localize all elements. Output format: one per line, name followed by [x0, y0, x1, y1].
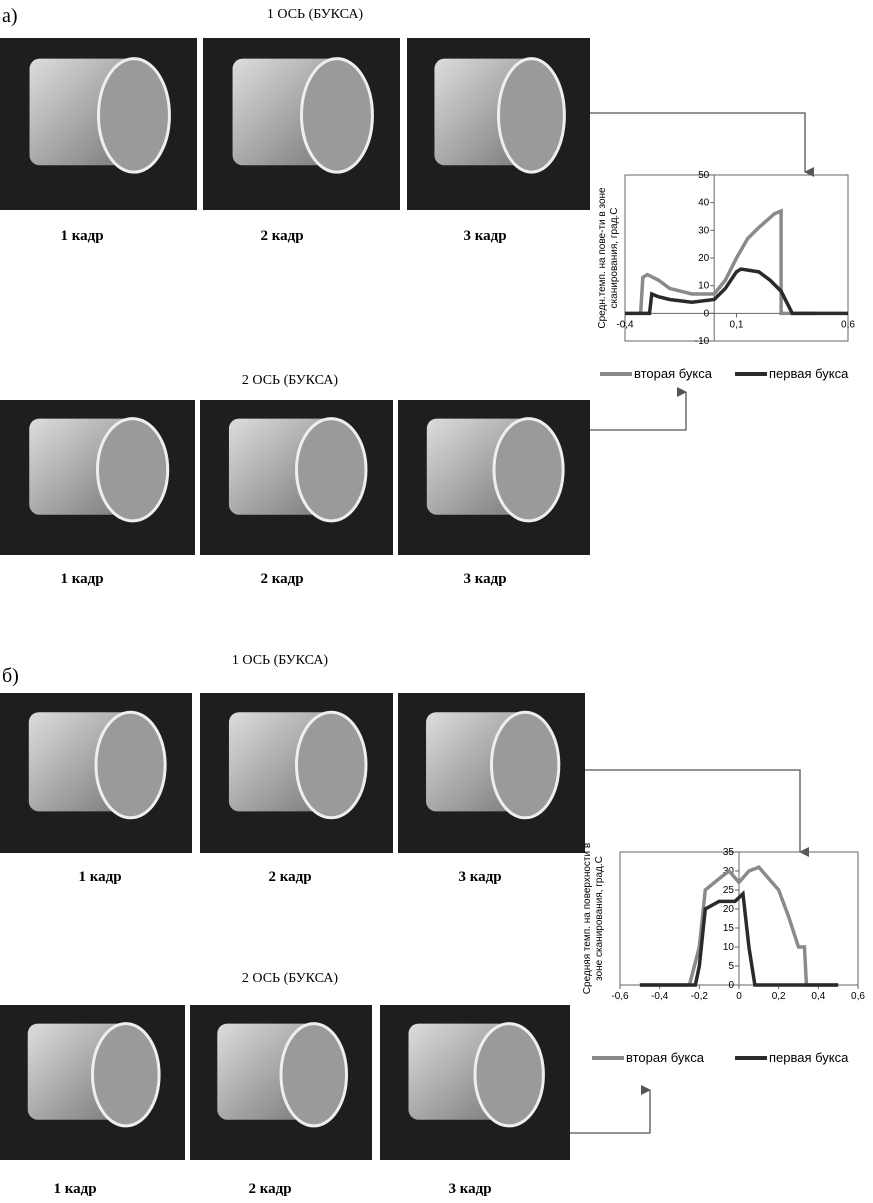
- photo-part: [281, 1024, 347, 1126]
- y-tick-label: -10: [695, 336, 710, 347]
- y-tick-label: 50: [698, 170, 710, 181]
- y-tick-label: 20: [723, 904, 735, 915]
- y-tick-label: 20: [698, 253, 710, 264]
- caption: 3 кадр: [463, 228, 506, 244]
- panel-label: б): [2, 665, 19, 687]
- row-title: 2 ОСЬ (БУКСА): [242, 971, 339, 986]
- y-tick-label: 10: [698, 281, 710, 292]
- y-axis-label: Средн.темп. на пове-ти в зоне: [597, 187, 608, 329]
- x-tick-label: 0,2: [772, 991, 786, 1002]
- legend-label: первая букса: [769, 366, 849, 381]
- x-tick-label: 0: [736, 991, 742, 1002]
- x-tick-label: -0,4: [651, 991, 669, 1002]
- y-tick-label: 35: [723, 847, 735, 858]
- photo-part: [99, 59, 170, 173]
- y-tick-label: 30: [698, 225, 710, 236]
- caption: 2 кадр: [268, 869, 311, 885]
- photo-part: [499, 59, 565, 173]
- page: а) 1 ОСЬ (БУКСА) 1 кадр 2 кадр 3 кадр 2 ОСЬ (…: [0, 0, 873, 1203]
- y-tick-label: 0: [704, 308, 710, 319]
- caption: 2 кадр: [248, 1181, 291, 1197]
- series-line: [625, 269, 848, 313]
- row-title: 1 ОСЬ (БУКСА): [267, 7, 364, 22]
- y-tick-label: 5: [728, 961, 734, 972]
- photo-part: [491, 712, 558, 818]
- y-axis-label: Средняя темп. на поверхности в: [582, 843, 593, 994]
- caption: 2 кадр: [260, 228, 303, 244]
- y-tick-label: 15: [723, 923, 735, 934]
- caption: 3 кадр: [448, 1181, 491, 1197]
- caption: 1 кадр: [60, 228, 103, 244]
- caption: 1 кадр: [60, 571, 103, 587]
- x-tick-label: 0,4: [811, 991, 825, 1002]
- y-tick-label: 25: [723, 885, 735, 896]
- y-axis-label: зоне сканирования, град.С: [594, 856, 605, 981]
- x-tick-label: 0,1: [730, 319, 744, 330]
- caption: 1 кадр: [78, 869, 121, 885]
- photo-part: [297, 712, 366, 818]
- row-title: 2 ОСЬ (БУКСА): [242, 373, 339, 388]
- y-axis-label: сканирования, град.С: [609, 208, 620, 309]
- caption: 3 кадр: [463, 571, 506, 587]
- row-title: 1 ОСЬ (БУКСА): [232, 653, 329, 668]
- legend-label: первая букса: [769, 1050, 849, 1065]
- caption: 2 кадр: [260, 571, 303, 587]
- photo-part: [494, 419, 563, 521]
- x-tick-label: 0,6: [851, 991, 865, 1002]
- photo-part: [302, 59, 373, 173]
- photo-part: [475, 1024, 543, 1126]
- legend-label: вторая букса: [634, 366, 713, 381]
- y-tick-label: 10: [723, 942, 735, 953]
- caption: 1 кадр: [53, 1181, 96, 1197]
- x-tick-label: 0,6: [841, 319, 855, 330]
- x-tick-label: -0,4: [616, 319, 634, 330]
- x-tick-label: -0,2: [691, 991, 709, 1002]
- legend-label: вторая букса: [626, 1050, 705, 1065]
- photo-part: [297, 419, 366, 521]
- y-tick-label: 0: [728, 980, 734, 991]
- photo-part: [93, 1024, 160, 1126]
- photo-part: [96, 712, 165, 818]
- photo-part: [98, 419, 168, 521]
- x-tick-label: -0,6: [611, 991, 629, 1002]
- y-tick-label: 40: [698, 198, 710, 209]
- caption: 3 кадр: [458, 869, 501, 885]
- panel-label: а): [2, 5, 18, 27]
